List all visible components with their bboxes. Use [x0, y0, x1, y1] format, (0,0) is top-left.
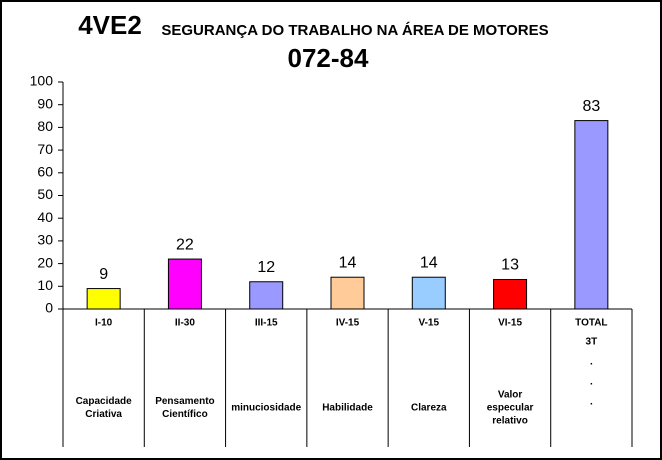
x-tick-label: VI-15 — [498, 318, 522, 329]
chart-code: 072-84 — [288, 43, 369, 73]
value-label: 9 — [99, 266, 108, 283]
category-description: Pensamento — [155, 396, 214, 407]
x-tick-label: TOTAL — [575, 318, 607, 329]
category-description: . — [590, 377, 593, 388]
category-description: Habilidade — [322, 403, 373, 414]
category-description: Capacidade — [76, 396, 133, 407]
bar — [493, 278, 528, 310]
value-label: 22 — [176, 236, 194, 253]
y-tick-label: 20 — [37, 254, 53, 270]
y-tick-label: 40 — [37, 209, 53, 225]
category-description: 3T — [586, 337, 598, 348]
y-tick-label: 70 — [37, 141, 53, 157]
y-tick-label: 30 — [37, 232, 53, 248]
y-tick-label: 90 — [37, 95, 53, 111]
category-description: especular — [487, 403, 534, 414]
value-label: 12 — [257, 259, 275, 276]
bar — [167, 258, 202, 310]
y-tick-label: 80 — [37, 118, 53, 134]
category-description: relativo — [492, 416, 528, 427]
category-description: Criativa — [85, 409, 122, 420]
value-label: 83 — [582, 98, 600, 115]
bar — [330, 276, 365, 310]
x-tick-label: III-15 — [255, 318, 278, 329]
y-tick-label: 50 — [37, 186, 53, 202]
category-description: minuciosidade — [231, 403, 301, 414]
category-description: . — [590, 357, 593, 368]
y-tick-label: 10 — [37, 277, 53, 293]
value-label: 14 — [420, 254, 438, 271]
bar — [249, 281, 284, 310]
x-tick-label: V-15 — [418, 318, 439, 329]
category-description: Clareza — [411, 403, 447, 414]
x-tick-label: IV-15 — [336, 318, 360, 329]
bar — [574, 120, 609, 310]
category-description: Valor — [498, 390, 523, 401]
chart-subtitle: SEGURANÇA DO TRABALHO NA ÁREA DE MOTORES — [161, 22, 548, 39]
bar — [86, 288, 121, 310]
chart-title: 4VE2 — [78, 10, 142, 40]
category-description: Científico — [162, 409, 208, 420]
y-tick-label: 100 — [30, 73, 54, 89]
bar — [411, 276, 446, 310]
x-tick-label: II-30 — [175, 318, 195, 329]
category-description: . — [590, 397, 593, 408]
y-tick-label: 60 — [37, 164, 53, 180]
value-label: 13 — [501, 257, 519, 274]
x-tick-label: I-10 — [95, 318, 113, 329]
value-label: 14 — [339, 254, 357, 271]
y-tick-label: 0 — [45, 300, 53, 316]
